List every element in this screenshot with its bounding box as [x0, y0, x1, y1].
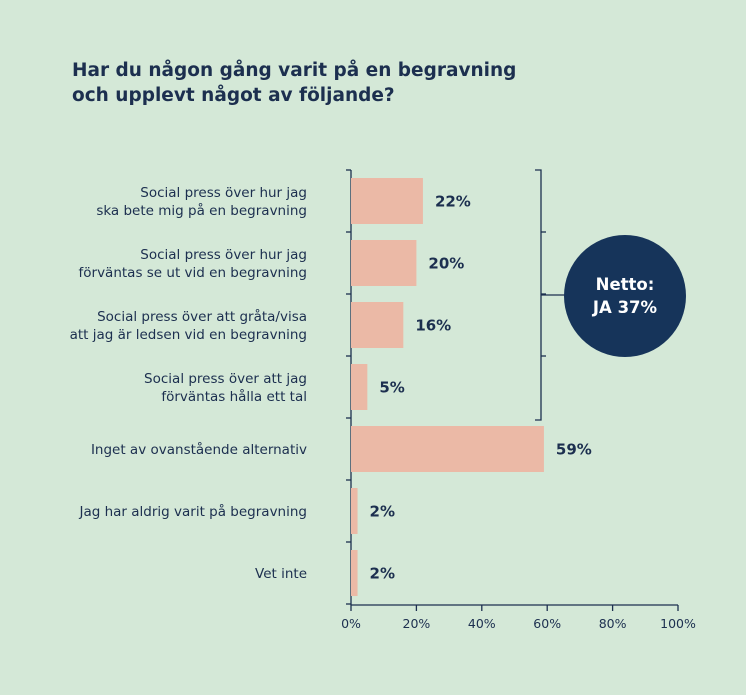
- category-label: Social press över hur jag förväntas se ut…: [79, 247, 308, 281]
- chart-title: Har du någon gång varit på en begravning…: [72, 58, 552, 108]
- category-label-line: Social press över hur jag: [140, 185, 307, 201]
- category-label: Inget av ovanstående alternativ: [91, 441, 307, 458]
- category-label-line: Vet inte: [255, 566, 307, 582]
- bar: [351, 178, 423, 224]
- netto-label-line2: JA 37%: [592, 298, 658, 317]
- chart-title-line1: Har du någon gång varit på en begravning: [72, 60, 517, 81]
- bar: [351, 364, 368, 410]
- category-label: Jag har aldrig varit på begravning: [78, 503, 307, 520]
- value-label: 20%: [428, 255, 464, 273]
- category-label-line: Social press över att jag: [144, 371, 307, 387]
- x-tick-label: 100%: [660, 616, 696, 631]
- netto-circle: [564, 235, 686, 357]
- category-label-line: Inget av ovanstående alternativ: [91, 441, 307, 458]
- category-label-line: att jag är ledsen vid en begravning: [70, 327, 307, 343]
- category-label-line: Jag har aldrig varit på begravning: [78, 503, 307, 520]
- category-label: Social press över att jag förväntas hålla…: [144, 371, 307, 405]
- value-label: 5%: [379, 379, 404, 397]
- category-label-line: förväntas hålla ett tal: [161, 388, 307, 405]
- x-tick-label: 80%: [599, 616, 627, 631]
- bar: [351, 488, 358, 534]
- netto-bracket: [535, 169, 542, 421]
- bar: [351, 302, 404, 348]
- bar: [351, 240, 417, 286]
- category-label: Vet inte: [255, 566, 307, 582]
- category-label: Social press över att gråta/visa att jag …: [70, 308, 307, 343]
- netto-label-line1: Netto:: [596, 275, 655, 294]
- chart-title-line2: och upplevt något av följande?: [72, 85, 395, 106]
- category-label-line: Social press över att gråta/visa: [97, 308, 307, 325]
- x-tick-label: 20%: [403, 616, 431, 631]
- value-label: 16%: [415, 317, 451, 335]
- category-label-line: Social press över hur jag: [140, 247, 307, 263]
- bar: [351, 550, 358, 596]
- x-tick-label: 40%: [468, 616, 496, 631]
- bar: [351, 426, 544, 472]
- value-label: 2%: [370, 503, 395, 521]
- value-label: 59%: [556, 441, 592, 459]
- category-label-line: förväntas se ut vid en begravning: [79, 265, 308, 281]
- value-label: 22%: [435, 193, 471, 211]
- category-label-line: ska bete mig på en begravning: [96, 202, 307, 219]
- category-label: Social press över hur jag ska bete mig på…: [96, 185, 307, 219]
- value-label: 2%: [370, 565, 395, 583]
- x-tick-label: 60%: [533, 616, 561, 631]
- x-tick-label: 0%: [341, 616, 361, 631]
